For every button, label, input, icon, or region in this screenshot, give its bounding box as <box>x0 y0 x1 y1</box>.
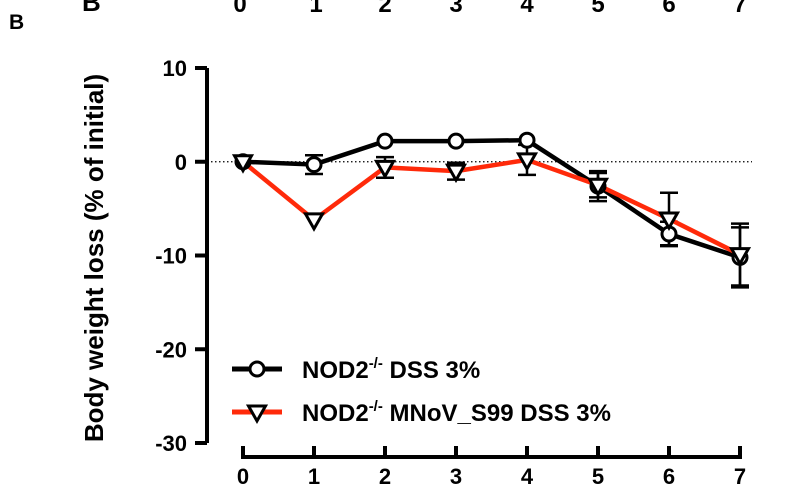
y-axis-title: Body weight loss (% of initial) <box>79 74 109 442</box>
cropped-panel-letter: B <box>82 0 101 17</box>
x-tick-label: 4 <box>521 464 534 489</box>
y-tick-label: -30 <box>155 431 187 456</box>
x-tick-label: 1 <box>308 464 320 489</box>
top-tick-label: 4 <box>520 0 534 18</box>
x-tick-label: 5 <box>592 464 604 489</box>
x-tick-label: 0 <box>237 464 249 489</box>
y-tick-label: -20 <box>155 337 187 362</box>
legend-marker-1 <box>248 360 266 378</box>
data-point-series-2 <box>444 163 468 184</box>
panel-letter: B <box>9 11 25 34</box>
top-tick-label: 6 <box>662 0 676 18</box>
top-tick-label: 0 <box>233 0 247 18</box>
legend-label-2: NOD2-/- MNoV_S99 DSS 3% <box>302 398 611 427</box>
legend-marker-2 <box>245 404 269 425</box>
top-tick-label: 2 <box>378 0 392 18</box>
top-axis-tick-labels: 0 1 2 3 4 5 6 7 <box>0 0 787 21</box>
y-tick-label: -10 <box>155 244 187 269</box>
data-point-series-2 <box>231 154 255 174</box>
y-tick-label: 0 <box>175 150 187 175</box>
data-point-series-1 <box>447 132 465 150</box>
top-tick-label: 7 <box>733 0 747 18</box>
data-point-series-2 <box>657 211 681 231</box>
data-point-series-1 <box>305 156 323 174</box>
top-tick-label: 3 <box>449 0 463 18</box>
legend-label-1: NOD2-/- DSS 3% <box>302 355 480 384</box>
x-tick-label: 6 <box>663 464 675 489</box>
data-point-series-1 <box>518 131 536 149</box>
top-tick-label: 1 <box>309 0 323 18</box>
series-line-2 <box>241 157 742 257</box>
x-tick-label: 7 <box>734 464 746 489</box>
data-point-series-2 <box>515 152 539 172</box>
y-tick-label: 10 <box>163 56 187 81</box>
data-point-series-1 <box>376 132 394 150</box>
x-tick-label: 3 <box>450 464 462 489</box>
x-tick-label: 2 <box>379 464 391 489</box>
top-tick-label: 5 <box>591 0 605 18</box>
data-point-series-2 <box>302 212 326 232</box>
series-line-1 <box>242 137 741 260</box>
data-point-series-2 <box>728 247 752 267</box>
data-point-series-2 <box>373 159 397 180</box>
data-point-series-2 <box>586 177 610 198</box>
